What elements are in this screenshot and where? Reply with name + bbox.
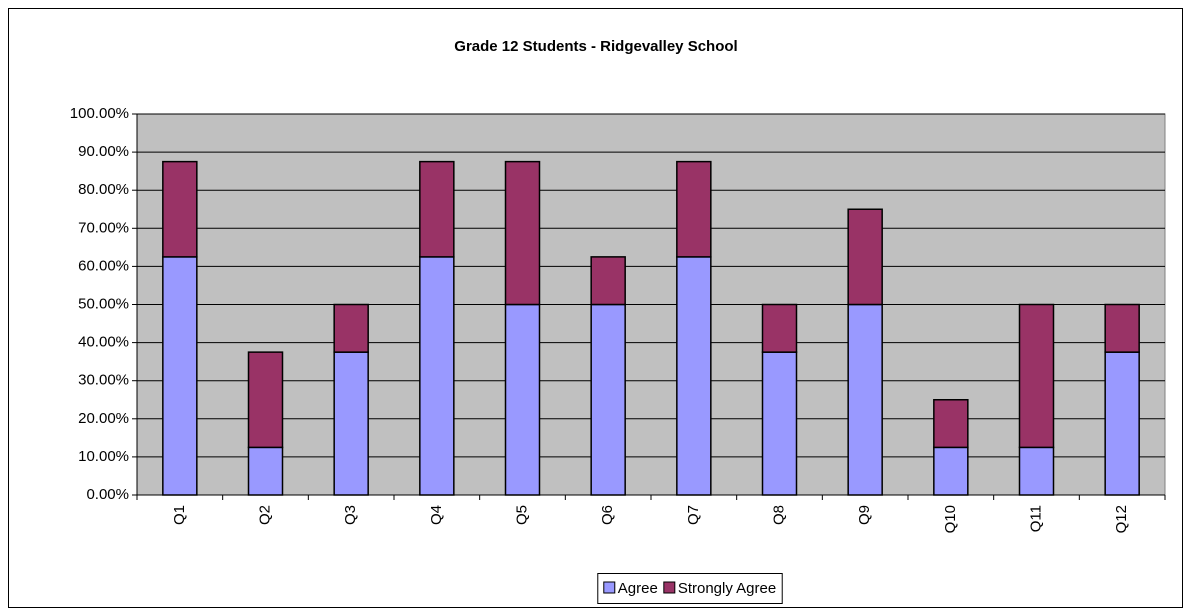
bar-segment bbox=[247, 446, 284, 496]
y-tick-label: 30.00% bbox=[78, 372, 129, 389]
bar-segment bbox=[933, 446, 969, 496]
legend-swatch bbox=[603, 581, 616, 594]
bar-segment bbox=[1104, 351, 1140, 496]
x-tick-label: Q7 bbox=[685, 505, 702, 525]
bar-segment bbox=[590, 256, 626, 306]
bar-segment bbox=[247, 351, 284, 449]
legend-swatch bbox=[663, 581, 676, 594]
y-tick-label: 60.00% bbox=[78, 257, 129, 274]
bar-segment bbox=[333, 351, 369, 496]
chart-title: Grade 12 Students - Ridgevalley School bbox=[454, 38, 737, 55]
bar-segment bbox=[590, 303, 626, 496]
y-tick-label: 10.00% bbox=[78, 448, 129, 465]
y-tick-label: 0.00% bbox=[86, 486, 129, 503]
y-tick-label: 90.00% bbox=[78, 143, 129, 160]
bar-segment bbox=[1018, 446, 1055, 496]
x-tick-label: Q6 bbox=[599, 505, 616, 525]
x-tick-label: Q11 bbox=[1027, 505, 1044, 532]
bar-segment bbox=[847, 303, 883, 496]
x-tick-label: Q2 bbox=[256, 505, 273, 525]
bar-segment bbox=[761, 351, 798, 496]
x-tick-label: Q4 bbox=[428, 505, 445, 525]
x-tick-label: Q10 bbox=[942, 505, 959, 533]
x-tick-label: Q9 bbox=[856, 505, 873, 525]
bar-segment bbox=[162, 160, 198, 258]
bar-segment bbox=[333, 303, 369, 353]
bar-segment bbox=[1104, 303, 1140, 353]
x-tick-label: Q12 bbox=[1113, 505, 1130, 533]
x-tick-label: Q1 bbox=[171, 505, 188, 525]
bar-segment bbox=[162, 256, 198, 496]
x-tick-label: Q3 bbox=[342, 505, 359, 525]
y-tick-label: 100.00% bbox=[70, 105, 129, 122]
bar-segment bbox=[676, 256, 712, 496]
bar-segment bbox=[676, 160, 712, 258]
y-tick-label: 20.00% bbox=[78, 410, 129, 427]
x-tick-label: Q8 bbox=[770, 505, 787, 525]
bar-segment bbox=[419, 256, 455, 496]
bar-segment bbox=[933, 399, 969, 449]
bar-segment bbox=[504, 303, 541, 496]
y-tick-label: 40.00% bbox=[78, 334, 129, 351]
bar-segment bbox=[1018, 303, 1055, 449]
legend bbox=[597, 573, 783, 604]
bar-segment bbox=[847, 208, 883, 306]
y-tick-label: 50.00% bbox=[78, 295, 129, 312]
bar-segment bbox=[504, 160, 541, 306]
y-tick-label: 70.00% bbox=[78, 219, 129, 236]
bar-segment bbox=[761, 303, 798, 353]
legend-label: Strongly Agree bbox=[678, 580, 776, 597]
bar-segment bbox=[419, 160, 455, 258]
y-tick-label: 80.00% bbox=[78, 181, 129, 198]
legend-label: Agree bbox=[618, 580, 658, 597]
x-tick-label: Q5 bbox=[513, 505, 530, 525]
